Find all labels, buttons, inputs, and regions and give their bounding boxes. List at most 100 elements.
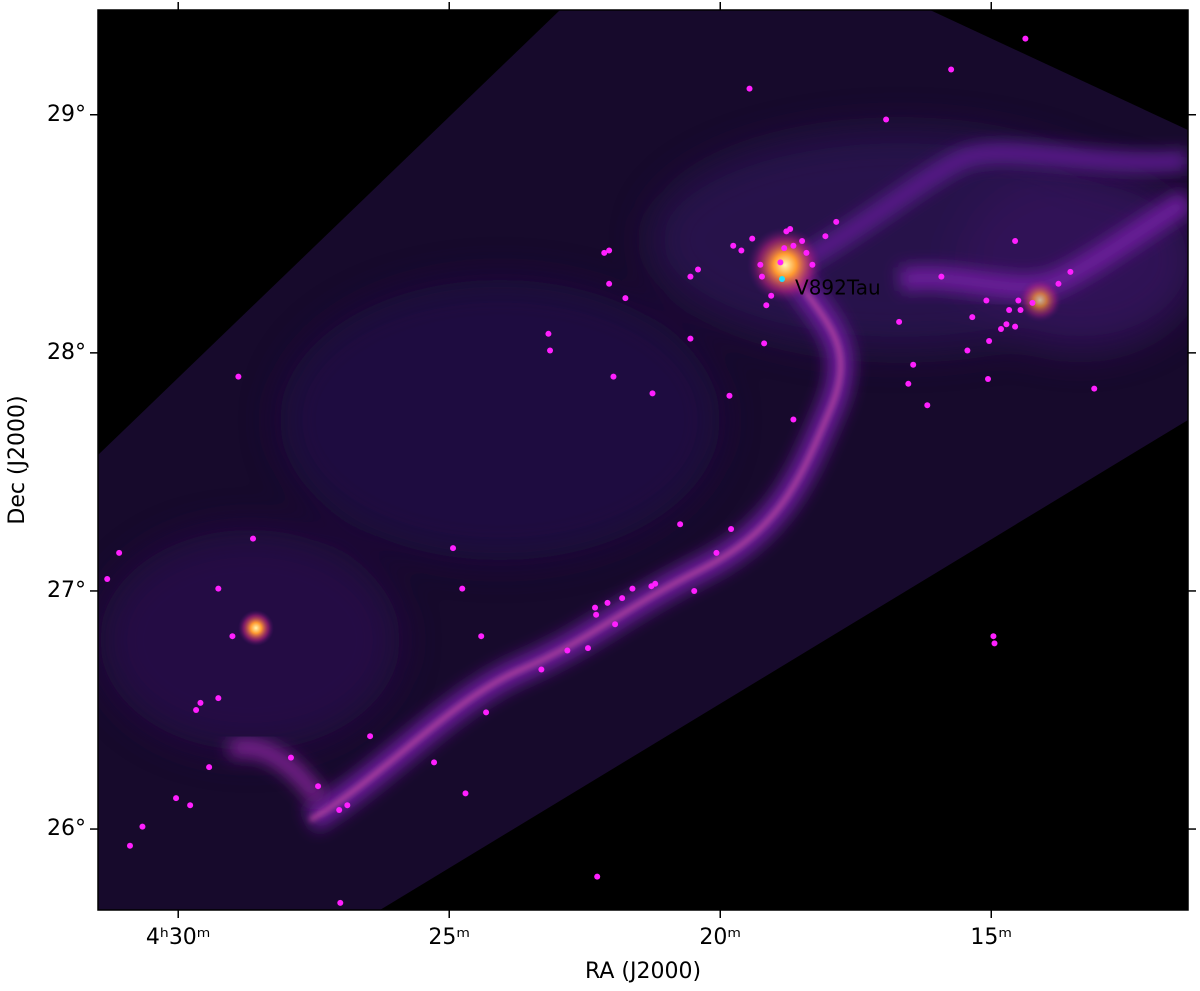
point xyxy=(606,247,613,254)
point xyxy=(738,247,745,254)
point xyxy=(1017,307,1024,313)
point xyxy=(197,699,204,706)
point xyxy=(883,116,890,123)
point xyxy=(761,340,768,347)
y-tick-label: 27° xyxy=(47,578,86,603)
point xyxy=(896,318,903,325)
y-axis-label: Dec (J2000) xyxy=(5,395,30,524)
point xyxy=(459,585,466,592)
x-tick-label: 25ᵐ xyxy=(428,925,470,950)
point xyxy=(790,242,797,249)
point xyxy=(763,302,770,309)
point xyxy=(799,237,806,244)
point xyxy=(1015,297,1022,304)
y-tick-label: 26° xyxy=(47,816,86,841)
point xyxy=(809,261,816,268)
point xyxy=(116,549,123,556)
point xyxy=(687,335,694,342)
annotated-star xyxy=(779,276,786,283)
point xyxy=(728,526,735,533)
point xyxy=(991,640,998,647)
point xyxy=(691,587,698,594)
point xyxy=(1003,321,1010,328)
point xyxy=(215,585,222,592)
point xyxy=(790,416,797,423)
point xyxy=(726,392,733,399)
point xyxy=(584,645,591,652)
point xyxy=(730,242,737,249)
point xyxy=(619,595,626,602)
point xyxy=(344,802,351,809)
point xyxy=(235,373,242,380)
point xyxy=(1055,280,1062,287)
point xyxy=(983,297,990,304)
point xyxy=(757,261,764,268)
plot-frame xyxy=(97,9,1189,911)
point xyxy=(287,754,294,761)
point xyxy=(1091,385,1098,392)
point xyxy=(1067,268,1074,275)
point xyxy=(749,235,756,242)
annotation: V892Tau xyxy=(795,276,881,300)
point xyxy=(592,604,599,611)
point xyxy=(787,226,794,233)
point xyxy=(173,795,180,802)
point xyxy=(649,390,656,397)
point xyxy=(768,292,775,299)
point xyxy=(629,585,636,592)
point xyxy=(193,707,200,713)
x-axis-label: RA (J2000) xyxy=(585,959,701,984)
x-tick-label: 4ʰ30ᵐ xyxy=(146,925,211,950)
point xyxy=(758,273,765,280)
point xyxy=(746,85,753,92)
point xyxy=(483,709,490,716)
point xyxy=(606,280,613,287)
point xyxy=(538,666,545,673)
point xyxy=(367,733,374,740)
point xyxy=(687,273,694,280)
point xyxy=(777,259,784,266)
point xyxy=(803,249,810,256)
point xyxy=(336,807,343,813)
point xyxy=(652,580,659,587)
point xyxy=(229,633,236,640)
x-tick-label: 20ᵐ xyxy=(699,925,741,950)
point xyxy=(822,233,829,240)
point xyxy=(250,535,257,542)
point xyxy=(998,326,1005,333)
point xyxy=(713,549,720,556)
point xyxy=(564,647,571,654)
point xyxy=(478,633,485,640)
point xyxy=(206,764,213,771)
point xyxy=(677,521,684,528)
point xyxy=(337,899,344,906)
point xyxy=(594,873,601,880)
point xyxy=(315,783,322,790)
y-tick-label: 28° xyxy=(47,340,86,365)
point xyxy=(215,695,222,702)
point xyxy=(1029,299,1036,306)
point xyxy=(969,314,976,321)
point xyxy=(948,66,955,73)
point xyxy=(924,402,931,409)
point xyxy=(910,361,917,368)
point xyxy=(462,790,469,797)
x-tick-label: 15ᵐ xyxy=(970,925,1012,950)
point xyxy=(126,842,133,849)
point xyxy=(905,380,912,387)
point xyxy=(781,245,788,252)
point xyxy=(601,249,608,256)
point xyxy=(604,599,611,606)
point xyxy=(622,295,629,302)
point xyxy=(139,823,146,830)
point xyxy=(547,347,554,354)
point xyxy=(450,545,457,552)
point xyxy=(612,621,619,628)
point xyxy=(695,266,702,273)
sky-image xyxy=(98,10,1188,910)
point xyxy=(187,802,194,809)
point xyxy=(593,611,600,618)
point xyxy=(1012,237,1019,244)
point xyxy=(545,330,552,337)
